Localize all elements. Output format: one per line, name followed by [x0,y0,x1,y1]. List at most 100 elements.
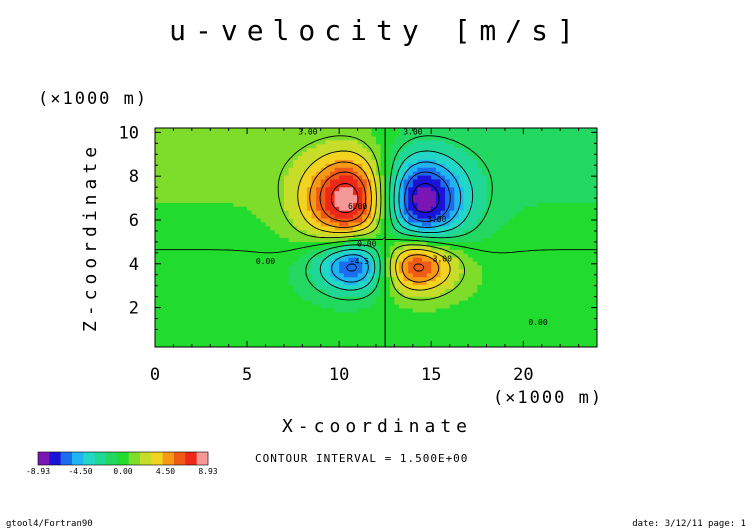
heat-cell [440,303,446,309]
heat-cell [440,319,446,325]
heat-cell [329,331,336,336]
heat-cell [403,311,409,317]
heat-cell [481,292,488,297]
heat-cell [329,182,336,188]
heat-cell [325,186,331,192]
heat-cell [283,202,290,207]
heat-cell [320,339,326,344]
heat-cell [233,335,239,340]
heat-cell [491,194,497,199]
heat-cell [219,315,225,321]
heat-cell [205,190,211,196]
heat-cell [164,253,170,258]
heat-cell [362,174,368,180]
heat-cell [592,260,597,266]
heat-cell [380,214,386,219]
heat-cell [376,300,382,305]
heat-cell [514,268,520,274]
heat-cell [463,214,469,219]
heat-cell [569,315,575,321]
heat-cell [352,178,359,184]
heat-cell [168,307,175,313]
heat-cell [509,182,515,188]
heat-cell [417,178,423,184]
heat-cell [573,257,580,262]
heat-cell [481,260,488,266]
heat-cell [449,323,455,329]
heat-cell [306,167,313,172]
heat-cell [214,159,221,164]
heat-cell [555,241,561,246]
heat-cell [583,276,589,282]
heat-cell [178,178,184,184]
heat-cell [210,155,216,160]
heat-cell [422,163,428,168]
heat-cell [514,171,520,176]
heat-cell [256,343,262,347]
heat-cell [219,214,225,219]
heat-cell [514,241,520,246]
heat-cell [394,260,400,266]
heat-cell [274,206,280,211]
heat-cell [325,335,331,340]
heat-cell [329,151,336,156]
heat-cell [583,245,589,250]
heat-cell [550,155,557,160]
heat-cell [491,331,497,336]
heat-cell [251,237,257,243]
heat-cell [352,339,359,344]
heat-cell [357,245,363,250]
heat-cell [403,303,409,309]
heat-cell [316,268,322,274]
heat-cell [394,194,400,199]
heat-cell [394,315,400,321]
heat-cell [288,186,294,192]
heat-cell [546,268,552,274]
heat-cell [564,288,570,293]
heat-cell [164,292,170,297]
heat-cell [481,264,488,270]
heat-cell [550,214,557,219]
heat-cell [288,202,294,207]
heat-cell [518,331,524,336]
heat-cell [233,237,239,243]
heat-cell [408,319,414,325]
heat-cell [251,155,257,160]
heat-cell [247,288,253,293]
heat-cell [422,171,428,176]
heat-cell [477,339,483,344]
heat-cell [527,186,534,192]
heat-cell [260,260,267,266]
heat-cell [316,178,322,184]
heat-cell [412,174,419,180]
heat-cell [302,280,308,286]
heat-cell [564,151,570,156]
heat-cell [178,147,184,153]
heat-cell [509,210,515,215]
heat-cell [343,319,349,325]
heat-cell [564,210,570,215]
heat-cell [412,178,419,184]
heat-cell [385,178,391,184]
heat-cell [191,288,198,293]
heat-cell [237,272,244,278]
heat-cell [187,323,193,329]
heat-cell [440,210,446,215]
heat-cell [509,303,515,309]
heat-cell [491,315,497,321]
heat-cell [550,257,557,262]
heat-cell [491,210,497,215]
heat-cell [541,307,547,313]
heat-cell [417,272,423,278]
heat-cell [214,249,221,254]
heat-cell [270,155,276,160]
heat-cell [297,307,303,313]
heat-cell [168,159,175,164]
heat-cell [279,311,285,317]
heat-cell [274,155,280,160]
heat-cell [366,159,372,164]
heat-cell [297,159,303,164]
heat-cell [385,202,391,207]
heat-cell [550,343,557,347]
heat-cell [509,315,515,321]
